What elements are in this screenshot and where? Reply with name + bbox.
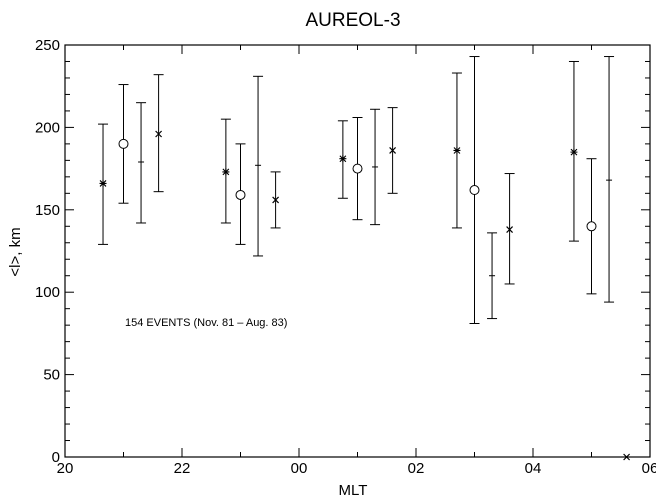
events-annotation: 154 EVENTS (Nov. 81 – Aug. 83) xyxy=(125,317,287,329)
data-point-asterisk xyxy=(570,148,578,156)
data-point-cross xyxy=(155,130,163,138)
data-point-cross xyxy=(389,147,397,154)
data-point-asterisk xyxy=(339,155,347,163)
data-point-asterisk xyxy=(222,168,230,176)
chart-title: AUREOL-3 xyxy=(305,10,400,31)
data-point-cross xyxy=(506,226,514,234)
y-tick-label: 50 xyxy=(43,367,60,384)
data-marks xyxy=(98,56,631,461)
y-axis-label: <l>, km xyxy=(7,227,24,276)
x-axis: 20 22 00 02 04 06 xyxy=(57,45,656,477)
data-point-circle xyxy=(586,221,597,232)
x-axis-label: MLT xyxy=(339,482,368,499)
data-point-circle xyxy=(235,189,246,200)
y-axis: 0 50 100 150 200 250 xyxy=(35,37,650,466)
data-point-cross xyxy=(272,196,280,204)
y-tick-label: 150 xyxy=(35,202,60,219)
data-point-circle xyxy=(352,163,363,174)
y-tick-label: 200 xyxy=(35,119,60,136)
x-tick-label: 06 xyxy=(642,460,656,477)
data-point-cross xyxy=(623,453,631,461)
x-tick-label: 04 xyxy=(525,460,542,477)
y-tick-label: 0 xyxy=(52,449,60,466)
data-point-asterisk xyxy=(453,146,461,154)
x-tick-label: 20 xyxy=(57,460,74,477)
x-tick-label: 22 xyxy=(174,460,191,477)
plot-frame xyxy=(64,44,651,458)
data-point-asterisk xyxy=(99,179,107,187)
y-tick-label: 100 xyxy=(35,284,60,301)
y-tick-label: 250 xyxy=(35,37,60,54)
x-tick-label: 00 xyxy=(291,460,308,477)
data-point-circle xyxy=(469,185,480,196)
x-tick-label: 02 xyxy=(408,460,425,477)
data-point-circle xyxy=(118,138,129,149)
